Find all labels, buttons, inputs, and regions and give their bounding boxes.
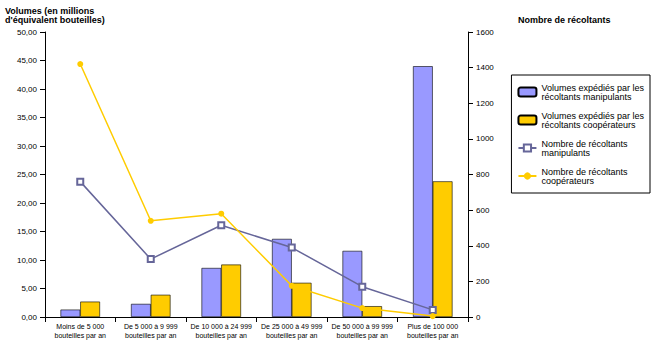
svg-text:25,00: 25,00 [17,170,38,179]
svg-text:De 5 000 à 9 999: De 5 000 à 9 999 [124,323,178,330]
svg-text:bouteilles par an: bouteilles par an [125,332,176,340]
svg-text:1600: 1600 [476,28,494,37]
svg-text:De 50 000 à 99 999: De 50 000 à 99 999 [332,323,394,330]
svg-text:d'équivalent bouteilles): d'équivalent bouteilles) [5,15,105,25]
svg-text:1400: 1400 [476,63,494,72]
svg-text:récoltants coopérateurs: récoltants coopérateurs [541,120,636,130]
svg-text:récoltants manipulants: récoltants manipulants [541,92,632,102]
svg-text:800: 800 [476,170,490,179]
svg-text:200: 200 [476,277,490,286]
svg-text:1000: 1000 [476,134,494,143]
svg-text:10,00: 10,00 [17,256,38,265]
svg-text:1200: 1200 [476,99,494,108]
svg-text:bouteilles par an: bouteilles par an [337,332,388,340]
svg-text:45,00: 45,00 [17,56,38,65]
svg-text:30,00: 30,00 [17,142,38,151]
svg-text:bouteilles par an: bouteilles par an [407,332,458,340]
svg-text:De 10 000 à 24 999: De 10 000 à 24 999 [191,323,253,330]
svg-text:Volumes expédiés par les: Volumes expédiés par les [541,82,644,93]
svg-text:Nombre de récoltants: Nombre de récoltants [541,166,628,177]
svg-text:De 25 000 à 49 999: De 25 000 à 49 999 [261,323,323,330]
svg-text:Moins de 5 000: Moins de 5 000 [56,323,104,330]
svg-text:Volumes (en millions: Volumes (en millions [5,5,95,16]
svg-text:Volumes expédiés par les: Volumes expédiés par les [541,110,644,121]
svg-text:15,00: 15,00 [17,227,38,236]
svg-text:Plus de 100 000: Plus de 100 000 [407,323,458,330]
svg-text:40,00: 40,00 [17,85,38,94]
svg-text:600: 600 [476,206,490,215]
svg-text:coopérateurs: coopérateurs [541,176,594,186]
svg-text:20,00: 20,00 [17,199,38,208]
svg-text:0,00: 0,00 [21,313,37,322]
svg-text:Nombre de récoltants: Nombre de récoltants [518,15,611,25]
svg-text:5,00: 5,00 [21,284,37,293]
svg-text:400: 400 [476,241,490,250]
svg-text:bouteilles par an: bouteilles par an [55,332,106,340]
svg-text:bouteilles par an: bouteilles par an [196,332,247,340]
svg-text:0: 0 [476,313,481,322]
svg-text:35,00: 35,00 [17,113,38,122]
svg-text:bouteilles par an: bouteilles par an [266,332,317,340]
svg-text:manipulants: manipulants [541,148,590,158]
svg-text:Nombre de récoltants: Nombre de récoltants [541,138,628,149]
svg-text:50,00: 50,00 [17,28,38,37]
